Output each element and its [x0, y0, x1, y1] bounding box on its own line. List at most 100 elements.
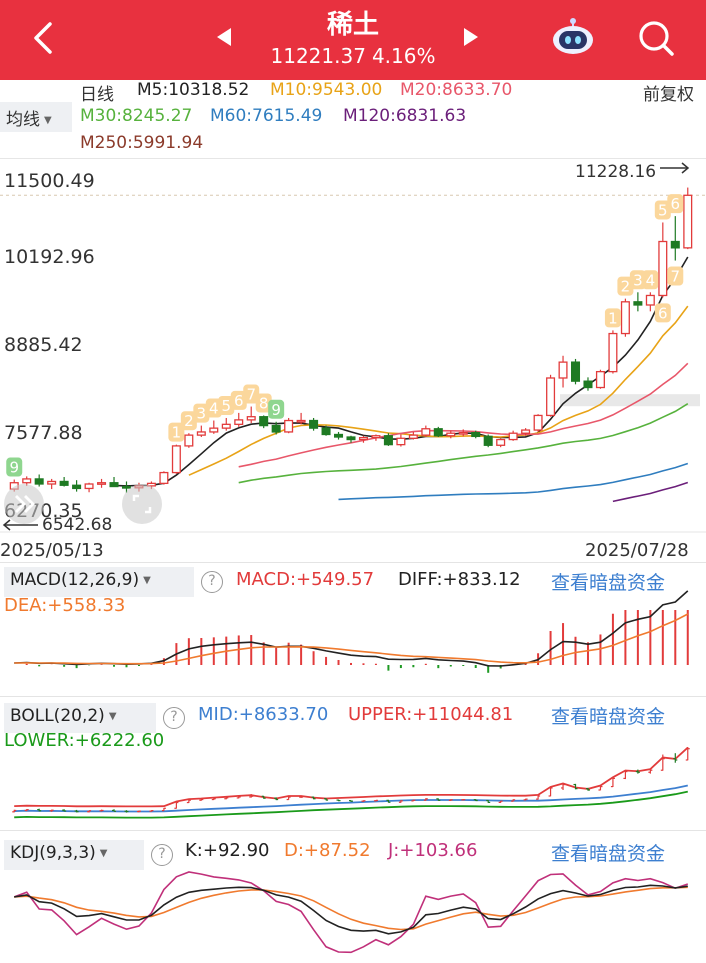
help-icon[interactable]: ?	[163, 707, 185, 729]
kdj-k-line	[14, 884, 688, 935]
count-badge-label: 5	[658, 201, 668, 219]
count-badge-label: 2	[621, 278, 631, 296]
divider	[0, 562, 706, 563]
back-arrow-icon[interactable]	[28, 18, 58, 58]
indicator-selector-kdj[interactable]: KDJ(9,3,3) ▼	[4, 840, 144, 870]
candle-body	[508, 432, 518, 441]
count-badge-label: 3	[633, 271, 643, 289]
count-badge	[193, 403, 210, 423]
candle-body	[72, 484, 82, 490]
low-price-marker: 6542.68	[42, 515, 113, 535]
candle-body	[570, 361, 581, 382]
dark-pool-link[interactable]: 查看暗盘资金	[551, 706, 666, 728]
fullscreen-toggle-button[interactable]	[122, 484, 162, 524]
count-badge	[205, 398, 222, 418]
ma-selector-label: 均线	[6, 110, 40, 130]
boll-lower-value: LOWER:+6222.60	[4, 730, 165, 751]
candle-body	[521, 429, 531, 434]
candle-body	[321, 427, 331, 436]
dropdown-arrow-icon: ▼	[99, 847, 108, 859]
kdj-selector-label: KDJ(9,3,3)	[10, 843, 96, 863]
count-badge-label: 9	[9, 459, 19, 477]
candle-body	[683, 194, 693, 249]
adjust-type-label[interactable]: 前复权	[643, 85, 694, 105]
candle-body	[209, 427, 219, 433]
ma250-value: M250:5991.94	[80, 133, 204, 153]
count-badge-label: 1	[172, 424, 182, 442]
count-badge	[268, 399, 285, 419]
candle-body	[645, 294, 655, 306]
divider	[0, 830, 706, 831]
candle-body	[184, 434, 194, 447]
help-icon[interactable]: ?	[151, 844, 173, 866]
diff-value: DIFF:+833.12	[398, 569, 521, 590]
candle-body	[633, 301, 643, 306]
period-label: 日线	[80, 85, 114, 105]
candle-body	[84, 483, 94, 490]
candle-body	[259, 416, 269, 427]
dropdown-arrow-icon: ▼	[108, 710, 117, 722]
count-badge-label: 7	[671, 268, 681, 286]
candle-body	[620, 301, 630, 335]
y-axis-label: 11500.49	[4, 170, 95, 192]
ma10-value: M10:9543.00	[270, 80, 383, 100]
count-badge	[230, 390, 247, 410]
candle-body	[309, 419, 319, 429]
count-badge	[667, 194, 684, 214]
count-badge	[604, 308, 621, 328]
candle-body	[334, 433, 344, 438]
ma20-line	[238, 362, 689, 468]
count-badge-label: 5	[221, 397, 231, 415]
candle-body	[608, 332, 618, 373]
candle-body	[496, 438, 506, 446]
dark-pool-link[interactable]: 查看暗盘资金	[551, 572, 666, 594]
kdj-j-value: J:+103.66	[388, 840, 478, 861]
ma30-line	[238, 403, 689, 484]
candle-body	[284, 419, 294, 433]
count-badge-label: 7	[246, 386, 256, 404]
expand-icon	[132, 494, 152, 514]
next-stock-icon[interactable]	[462, 26, 482, 48]
indicator-selector-macd[interactable]: MACD(12,26,9) ▼	[4, 567, 194, 597]
count-badge-label: 2	[184, 412, 194, 430]
high-price-marker: 11228.16	[575, 162, 657, 182]
help-icon[interactable]: ?	[201, 571, 223, 593]
candle-body	[421, 428, 431, 436]
candle-body	[471, 431, 481, 438]
count-badge-label: 6	[671, 195, 681, 213]
candle-body	[346, 436, 356, 441]
ma120-value: M120:6831.63	[343, 106, 467, 126]
macd-selector-label: MACD(12,26,9)	[10, 570, 140, 590]
search-icon[interactable]	[636, 18, 676, 58]
boll-upper-value: UPPER:+11044.81	[348, 704, 514, 725]
boll-lower-line	[14, 790, 688, 819]
dropdown-arrow-icon: ▼	[143, 574, 151, 586]
x-axis-start-label: 2025/05/13	[0, 540, 104, 561]
robot-assistant-icon[interactable]	[550, 16, 596, 56]
double-chevron-left-icon	[15, 495, 35, 513]
kdj-chart[interactable]	[0, 862, 706, 962]
candle-body	[383, 435, 393, 446]
boll-chart[interactable]	[0, 720, 706, 825]
indicator-selector-boll[interactable]: BOLL(20,2) ▼	[4, 703, 156, 733]
candle-body	[433, 428, 443, 437]
boll-mid-value: MID:+8633.70	[198, 704, 329, 725]
candle-body	[47, 480, 57, 485]
count-badge-label: 4	[209, 400, 219, 418]
indicator-selector-ma[interactable]: 均线 ▼	[0, 102, 72, 132]
price-summary: 11221.37 4.16%	[0, 44, 706, 68]
macd-chart[interactable]	[0, 590, 706, 690]
count-badge	[642, 270, 659, 290]
count-badge-label: 4	[646, 271, 656, 289]
dark-pool-link[interactable]: 查看暗盘资金	[551, 843, 666, 865]
count-badge	[218, 395, 235, 415]
prev-stock-icon[interactable]	[213, 26, 233, 48]
dropdown-arrow-icon: ▼	[44, 114, 52, 126]
candle-body	[221, 423, 231, 429]
candle-body	[408, 434, 418, 439]
candle-body	[658, 240, 668, 297]
page-title: 稀土	[326, 10, 379, 40]
candle-body	[196, 431, 206, 436]
count-badge	[180, 411, 197, 431]
